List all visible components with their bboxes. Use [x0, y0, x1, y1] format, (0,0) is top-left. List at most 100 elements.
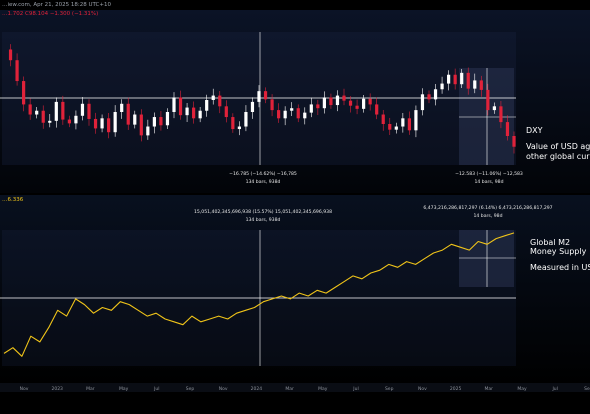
- dxy-candle-body: [225, 106, 228, 117]
- bottom-price-tag: …6.336: [2, 197, 23, 203]
- dxy-candle-body: [35, 111, 38, 115]
- dxy-candle-body: [480, 80, 483, 89]
- x-axis-tick-label: Nov: [418, 386, 427, 392]
- dxy-candle-body: [395, 127, 398, 130]
- header-source-text: …iew.com, Apr 21, 2025 18:28 UTC+10: [2, 2, 111, 8]
- dxy-candle-body: [87, 104, 90, 119]
- dxy-candle-body: [473, 80, 476, 88]
- dxy-candle-body: [15, 60, 18, 81]
- dxy-candle-body: [257, 91, 260, 102]
- dxy-candle-body: [486, 90, 489, 110]
- bottom-measure-right-l2: 14 bars, 98d: [398, 214, 578, 219]
- dxy-candle-body: [42, 111, 45, 123]
- dxy-candle-body: [290, 108, 293, 111]
- dxy-candle-body: [127, 104, 130, 125]
- dxy-candle-body: [414, 110, 417, 130]
- dxy-candle-body: [362, 99, 365, 109]
- dxy-candle-body: [244, 112, 247, 127]
- dxy-candle-body: [48, 121, 51, 123]
- dxy-candle-body: [172, 97, 175, 112]
- dxy-candle-body: [264, 91, 267, 99]
- dxy-candle-body: [22, 81, 25, 104]
- dxy-candle-body: [29, 104, 32, 114]
- dxy-candle-body: [199, 111, 202, 119]
- dxy-candle-body: [316, 104, 319, 108]
- dxy-candle-body: [238, 127, 241, 130]
- dxy-candle-body: [55, 102, 58, 121]
- dxy-candle-body: [336, 96, 339, 105]
- dxy-candle-body: [506, 122, 509, 136]
- x-axis-tick-label: Jul: [153, 386, 159, 392]
- x-axis-tick-label: Jul: [551, 386, 557, 392]
- dxy-label-line1: Value of USD agai…: [526, 142, 590, 152]
- dxy-candle-body: [218, 96, 221, 107]
- dxy-candle-body: [231, 117, 234, 129]
- dxy-candle-body: [499, 106, 502, 122]
- dxy-candle-body: [355, 106, 358, 109]
- dxy-candle-body: [303, 113, 306, 119]
- dxy-candle-body: [68, 120, 71, 124]
- dxy-candle-body: [185, 108, 188, 116]
- dxy-candle-body: [146, 127, 149, 136]
- dxy-candle-body: [61, 102, 64, 120]
- bottom-measure-left-l1: 15,051,402,345,696,938 (15.57%) 15,051,4…: [168, 210, 358, 215]
- dxy-candle-body: [81, 104, 84, 116]
- dxy-candle-body: [94, 119, 97, 128]
- dxy-candle-body: [342, 96, 345, 101]
- dxy-candle-body: [388, 124, 391, 130]
- dxy-candle-body: [467, 73, 470, 89]
- dxy-candle-body: [382, 115, 385, 124]
- dxy-candle-body: [270, 99, 273, 110]
- x-axis-tick-label: May: [318, 386, 328, 392]
- dxy-label-line2: other global curre…: [526, 152, 590, 162]
- dxy-label-title: DXY: [526, 126, 543, 136]
- dxy-candle-body: [349, 101, 352, 106]
- m2-label-line3: Measured in USD: [530, 263, 590, 273]
- x-axis-tick-label: Sep: [385, 386, 394, 392]
- dxy-candle-body: [277, 110, 280, 118]
- x-axis-tick-label: Nov: [219, 386, 228, 392]
- x-axis-tick-label: Jul: [352, 386, 358, 392]
- x-axis-tick-label: Nov: [20, 386, 29, 392]
- dxy-candle-body: [297, 108, 300, 118]
- dxy-candle-body: [166, 112, 169, 125]
- dxy-candle-body: [427, 94, 430, 99]
- x-axis-tick-label: 2024: [251, 386, 263, 392]
- bottom-measure-left-l2: 134 bars, 938d: [168, 218, 358, 223]
- dxy-candle-body: [205, 100, 208, 111]
- dxy-candle-body: [74, 116, 77, 124]
- dxy-candle-body: [212, 96, 215, 100]
- dxy-candle-body: [153, 117, 156, 126]
- dxy-candle-body: [284, 111, 287, 119]
- bottom-measure-right-l1: 6,473,216,286,817,297 (6.14%) 6,473,216,…: [398, 206, 578, 211]
- dxy-candle-body: [114, 112, 117, 132]
- top-measure-left-l2: 134 bars, 938d: [218, 180, 308, 185]
- dxy-candle-body: [9, 49, 12, 60]
- dxy-candle-body: [192, 108, 195, 119]
- dxy-candle-body: [401, 118, 404, 126]
- dxy-candle-body: [100, 118, 103, 128]
- dxy-candle-body: [454, 75, 457, 84]
- dxy-candle-body: [120, 104, 123, 112]
- dxy-candle-body: [251, 102, 254, 112]
- header-quote: …1.702 C98.104 −1.300 (−1.31%): [2, 11, 98, 17]
- x-axis-tick-label: Mar: [86, 386, 95, 392]
- header-source: …iew.com, Apr 21, 2025 18:28 UTC+10: [2, 2, 111, 8]
- x-axis-tick-label: May: [119, 386, 129, 392]
- x-axis-tick-label: Sep: [186, 386, 195, 392]
- bottom-measure-box-right: [459, 230, 514, 287]
- dxy-candle-body: [493, 106, 496, 110]
- x-axis-tick-label: Sep: [584, 386, 590, 392]
- dxy-candle-body: [140, 115, 143, 136]
- dxy-candle-body: [133, 115, 136, 125]
- dxy-candle-body: [159, 117, 162, 125]
- top-measure-right-l2: 14 bars, 98d: [444, 180, 534, 185]
- dxy-candle-body: [310, 104, 313, 112]
- top-measure-left-l1: −16.785 (−14.62%) −16,785: [218, 172, 308, 177]
- dxy-candle-body: [375, 104, 378, 114]
- dxy-candle-body: [323, 97, 326, 108]
- dxy-candle-body: [460, 73, 463, 84]
